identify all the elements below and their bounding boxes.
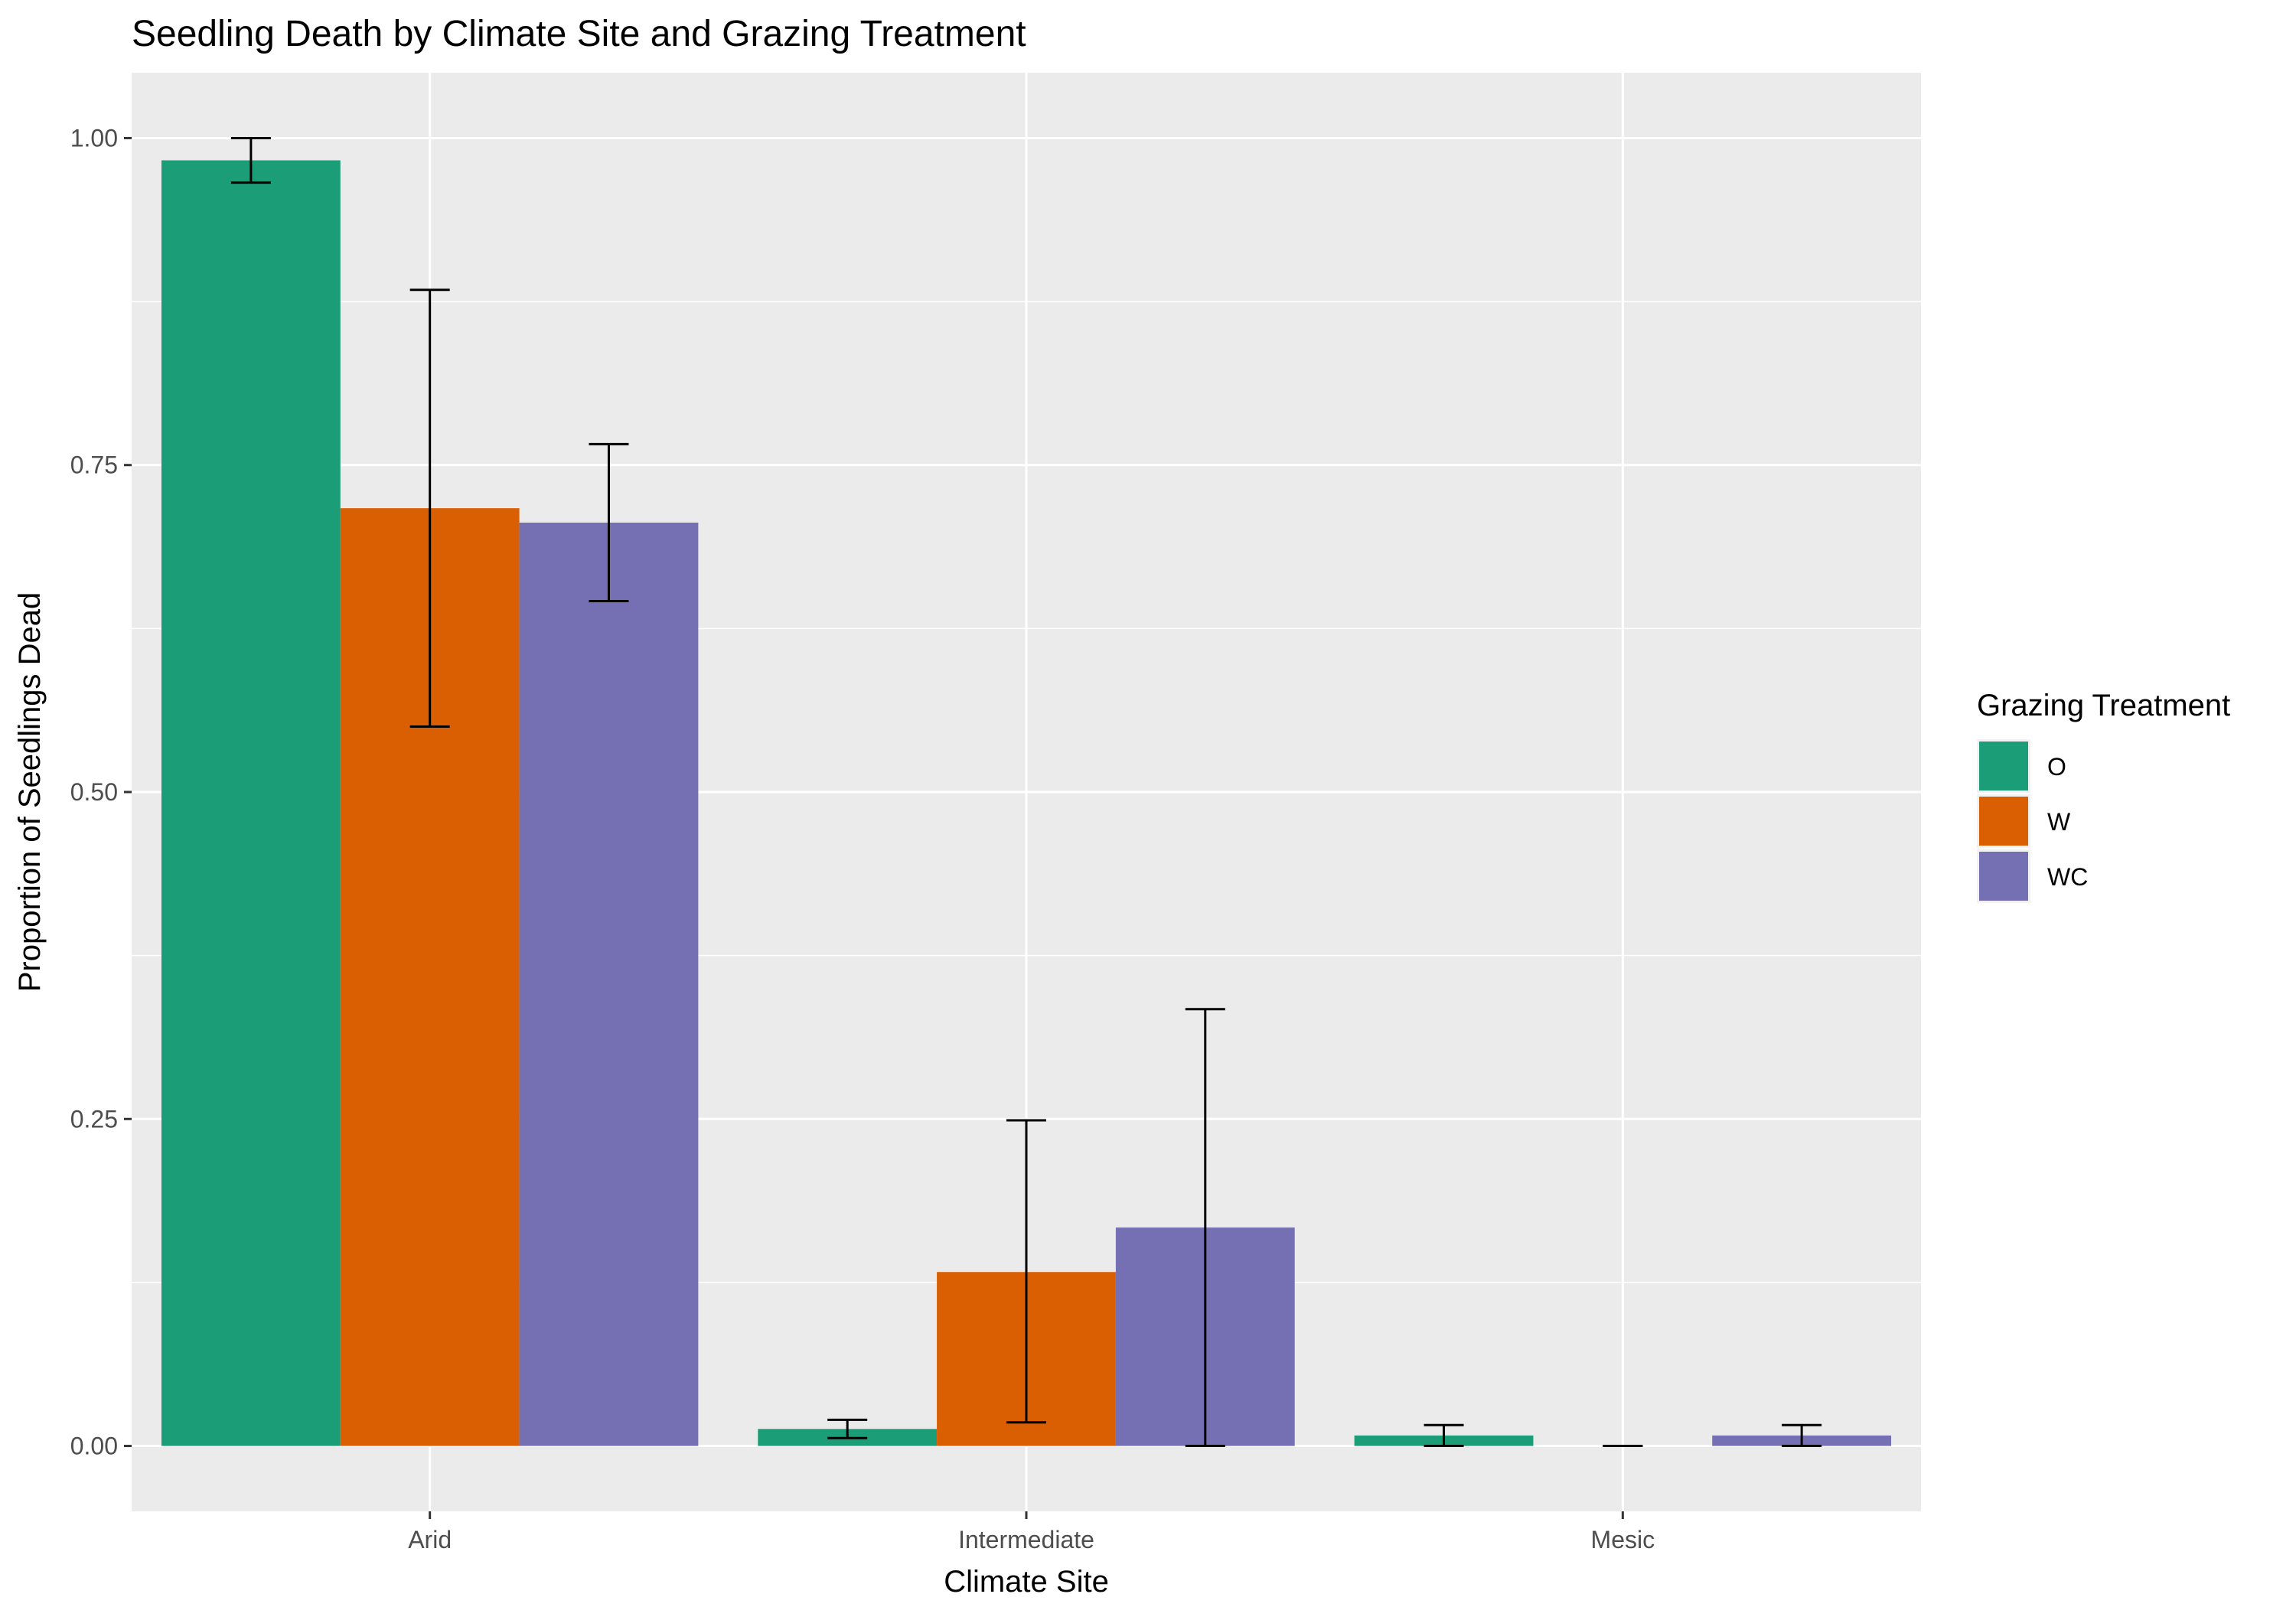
x-tick-label: Arid bbox=[408, 1526, 452, 1553]
error-bar-O-Intermediate bbox=[827, 1418, 868, 1439]
y-tick-label: 0.75 bbox=[70, 451, 118, 479]
chart-title: Seedling Death by Climate Site and Grazi… bbox=[132, 14, 1026, 54]
x-axis-ticks: Arid Intermediate Mesic bbox=[408, 1511, 1655, 1553]
y-tick-label: 0.25 bbox=[70, 1105, 118, 1133]
y-tick-label: 1.00 bbox=[70, 124, 118, 152]
y-axis-ticks: 0.00 0.25 0.50 0.75 1.00 bbox=[70, 124, 132, 1460]
error-bar-WC-Intermediate bbox=[1185, 1008, 1225, 1448]
legend-key-O bbox=[1979, 742, 2028, 790]
legend-key-W bbox=[1979, 797, 2028, 846]
error-bar-O-Mesic bbox=[1424, 1423, 1464, 1448]
error-bar-WC-Arid bbox=[589, 442, 629, 602]
legend-items: OW WC bbox=[1977, 739, 2088, 903]
error-bar-WC-Mesic bbox=[1782, 1423, 1822, 1448]
x-tick-label: Intermediate bbox=[958, 1526, 1094, 1553]
x-axis-title: Climate Site bbox=[944, 1565, 1109, 1599]
bar-WC-Arid bbox=[519, 522, 699, 1446]
y-axis-title: Proportion of Seedlings Dead bbox=[13, 592, 47, 993]
error-bar-O-Arid bbox=[230, 136, 271, 184]
legend-label-W: W bbox=[2047, 808, 2071, 836]
error-bar-W-Arid bbox=[409, 288, 450, 729]
error-bars bbox=[230, 136, 1822, 1448]
legend: Grazing Treatment OW WC bbox=[1977, 689, 2230, 903]
legend-label-O: O bbox=[2047, 753, 2066, 781]
y-tick-label: 0.50 bbox=[70, 778, 118, 806]
y-tick-label: 0.00 bbox=[70, 1433, 118, 1460]
x-tick-label: Mesic bbox=[1591, 1526, 1655, 1553]
bar-O-Arid bbox=[161, 160, 341, 1446]
error-bar-W-Intermediate bbox=[1006, 1119, 1046, 1424]
legend-key-WC bbox=[1979, 852, 2028, 901]
legend-title: Grazing Treatment bbox=[1977, 689, 2230, 722]
legend-label-WC: WC bbox=[2047, 863, 2088, 891]
